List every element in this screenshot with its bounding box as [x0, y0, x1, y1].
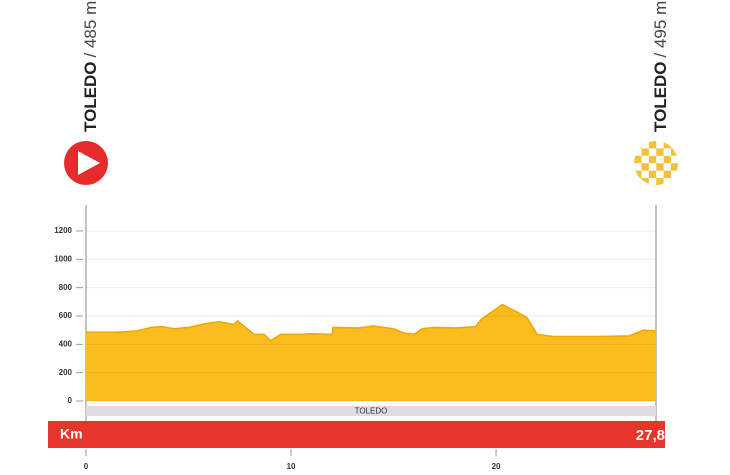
- start-icon: [64, 141, 108, 185]
- checker: [641, 155, 649, 164]
- checker: [671, 170, 678, 178]
- checker: [634, 178, 642, 185]
- checker: [663, 178, 671, 185]
- start-altitude: / 485 m.: [81, 0, 100, 57]
- checker: [641, 141, 649, 149]
- x-tick-label: 10: [287, 462, 296, 471]
- checker: [656, 155, 664, 164]
- start-triangle: [78, 151, 100, 175]
- checker: [671, 155, 678, 164]
- y-tick-label: 800: [59, 283, 73, 292]
- finish-label: TOLEDO / 495 m.: [651, 0, 670, 132]
- checker: [671, 141, 678, 149]
- checker: [641, 170, 649, 178]
- start-label: TOLEDO / 485 m.: [81, 0, 100, 132]
- checker: [663, 163, 671, 171]
- place-band: [86, 406, 656, 416]
- y-tick-label: 600: [59, 311, 73, 320]
- finish-icon: [634, 141, 678, 185]
- checker: [656, 141, 664, 149]
- start-name: TOLEDO: [81, 61, 100, 132]
- checker: [648, 163, 657, 171]
- y-tick-label: 0: [68, 396, 73, 405]
- km-bar: [48, 421, 665, 448]
- checker: [634, 148, 642, 156]
- x-tick-label: 20: [492, 462, 501, 471]
- y-tick-label: 1200: [54, 226, 72, 235]
- place-label: TOLEDO: [355, 407, 388, 416]
- y-tick-label: 400: [59, 339, 73, 348]
- elevation-line: [86, 303, 657, 342]
- elevation-area: [86, 304, 656, 401]
- distance-label: 27,8: [636, 427, 665, 444]
- finish-altitude: / 495 m.: [651, 0, 670, 57]
- y-tick-label: 1000: [54, 254, 72, 263]
- y-tick-label: 200: [59, 368, 73, 377]
- km-label: Km: [60, 426, 83, 442]
- checker: [648, 148, 657, 156]
- checker: [634, 163, 642, 171]
- finish-name: TOLEDO: [651, 61, 670, 132]
- checker: [648, 178, 657, 185]
- checker: [663, 148, 671, 156]
- x-tick-label: 0: [84, 462, 89, 471]
- checker: [656, 170, 664, 178]
